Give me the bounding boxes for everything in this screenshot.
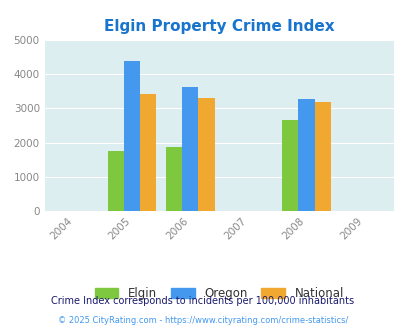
Bar <box>298 99 314 211</box>
Bar <box>165 147 181 211</box>
Bar <box>140 94 156 211</box>
Legend: Elgin, Oregon, National: Elgin, Oregon, National <box>90 282 348 305</box>
Bar <box>281 120 298 211</box>
Bar <box>124 61 140 211</box>
Text: Crime Index corresponds to incidents per 100,000 inhabitants: Crime Index corresponds to incidents per… <box>51 296 354 306</box>
Bar <box>198 98 214 211</box>
Bar <box>314 102 330 211</box>
Bar <box>181 87 198 211</box>
Bar <box>107 151 124 211</box>
Text: © 2025 CityRating.com - https://www.cityrating.com/crime-statistics/: © 2025 CityRating.com - https://www.city… <box>58 316 347 325</box>
Title: Elgin Property Crime Index: Elgin Property Crime Index <box>104 19 334 34</box>
